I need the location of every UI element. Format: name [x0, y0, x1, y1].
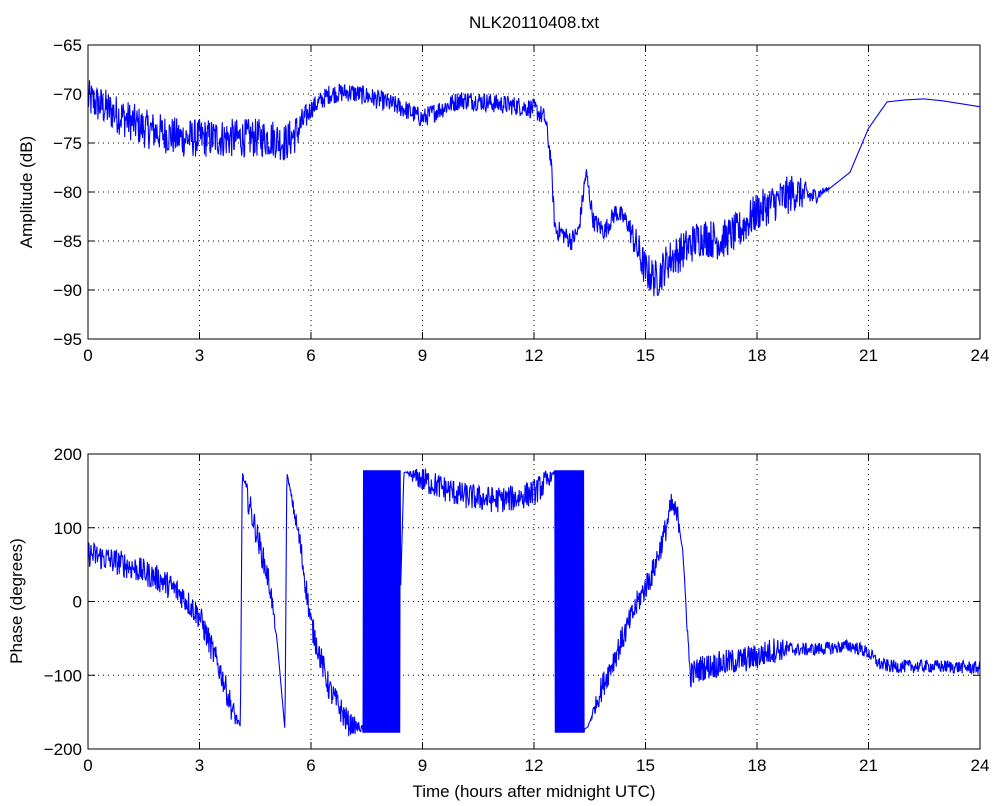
amplitude-ylabel: Amplitude (dB): [17, 136, 36, 248]
phase-xlabel: Time (hours after midnight UTC): [412, 782, 655, 801]
amplitude-panel: NLK20110408.txt 0 3 6 9 12 15 18 21 24 −65 −70 −75 −…: [17, 13, 989, 365]
amplitude-ytick-label: −85: [53, 232, 82, 251]
phase-xtick-label: 3: [195, 756, 204, 775]
phase-xtick-label: 24: [971, 756, 990, 775]
amplitude-ytick-label: −80: [53, 183, 82, 202]
phase-xtick-label: 15: [636, 756, 655, 775]
phase-xtick-label: 6: [306, 756, 315, 775]
phase-xtick-label: 12: [525, 756, 544, 775]
amplitude-grid: [88, 45, 980, 339]
phase-ytick-label: −100: [44, 666, 82, 685]
phase-ytick-label: 0: [73, 593, 82, 612]
amplitude-ticks: 0 3 6 9 12 15 18 21 24 −65 −70 −75 −80 −85 −90 −95: [53, 36, 989, 365]
amplitude-ytick-label: −75: [53, 134, 82, 153]
amplitude-xtick-label: 0: [83, 346, 92, 365]
amplitude-chart-title: NLK20110408.txt: [469, 13, 599, 32]
phase-xtick-label: 0: [83, 756, 92, 775]
phase-ytick-label: −200: [44, 740, 82, 759]
amplitude-xtick-label: 9: [418, 346, 427, 365]
phase-series-line-0: [87, 468, 981, 737]
amplitude-ytick-label: −65: [53, 36, 82, 55]
amplitude-ytick-label: −95: [53, 330, 82, 349]
amplitude-xtick-label: 3: [195, 346, 204, 365]
amplitude-xtick-label: 6: [306, 346, 315, 365]
phase-ylabel: Phase (degrees): [7, 538, 26, 664]
amplitude-series-line-0: [87, 80, 981, 297]
amplitude-xtick-label: 12: [525, 346, 544, 365]
amplitude-xtick-label: 24: [971, 346, 990, 365]
phase-ytick-label: 100: [54, 519, 82, 538]
amplitude-ytick-label: −70: [53, 85, 82, 104]
phase-ticks: 0 3 6 9 12 15 18 21 24 200 100 0 −100 −200: [44, 445, 990, 775]
amplitude-series: [87, 80, 981, 297]
amplitude-xtick-label: 15: [636, 346, 655, 365]
phase-xtick-label: 18: [748, 756, 767, 775]
amplitude-xtick-label: 18: [748, 346, 767, 365]
phase-xtick-label: 9: [418, 756, 427, 775]
phase-ytick-label: 200: [54, 445, 82, 464]
phase-xtick-label: 21: [859, 756, 878, 775]
amplitude-xtick-label: 21: [859, 346, 878, 365]
amplitude-ytick-label: −90: [53, 281, 82, 300]
phase-series: [87, 468, 981, 737]
phase-grid: [88, 454, 980, 749]
phase-panel: 0 3 6 9 12 15 18 21 24 200 100 0 −100 −200 Phase (deg…: [7, 445, 989, 801]
